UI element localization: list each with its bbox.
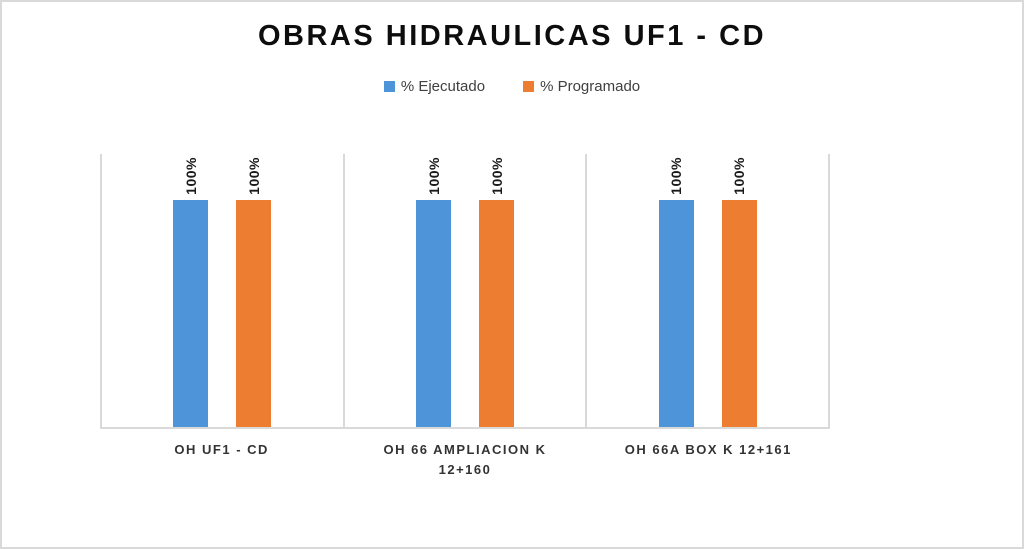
legend-item-1[interactable]: % Programado [523, 78, 640, 95]
category-slot-2: 100% 100% [587, 154, 831, 427]
category-slot-1: 100% 100% [345, 154, 588, 427]
bar-series-0[interactable] [416, 199, 451, 427]
bar-series-1[interactable] [236, 199, 272, 427]
bar-group: 100% 100% [587, 154, 828, 427]
category-label-2: OH 66A BOX K 12+161 [624, 442, 792, 457]
bar-wrap: 100% [721, 154, 757, 427]
bar-wrap: 100% [236, 154, 272, 427]
bar-wrap: 100% [416, 154, 451, 427]
bar-series-1[interactable] [479, 199, 514, 427]
category-label-1: OH 66 AMPLIACION K 12+160 [383, 442, 547, 477]
bar-data-label: 100% [245, 156, 262, 195]
legend-swatch-icon [383, 81, 395, 92]
bar-data-label: 100% [731, 156, 748, 195]
bar-group: 100% 100% [345, 154, 586, 427]
bar-group: 100% 100% [102, 154, 343, 427]
bar-data-label: 100% [488, 156, 505, 195]
chart-title: OBRAS HIDRAULICAS UF1 - CD [257, 20, 767, 52]
legend-label: % Ejecutado [400, 78, 486, 95]
plot-area: 100% 100% 100% 100% 100% 100% [100, 154, 831, 429]
bar-wrap: 100% [479, 154, 514, 427]
bar-series-0[interactable] [658, 199, 694, 427]
legend-label: % Programado [540, 78, 641, 95]
bar-series-1[interactable] [721, 199, 757, 427]
bar-series-0[interactable] [173, 199, 209, 427]
bar-wrap: 100% [658, 154, 694, 427]
legend-swatch-icon [523, 81, 535, 92]
category-slot-0: 100% 100% [102, 154, 345, 427]
bar-data-label: 100% [182, 156, 199, 195]
legend-item-0[interactable]: % Ejecutado [383, 78, 486, 95]
category-labels: OH UF1 - CD OH 66 AMPLIACION K 12+160 OH 6… [100, 440, 830, 480]
category-label-0: OH UF1 - CD [174, 442, 269, 457]
bar-data-label: 100% [668, 156, 685, 195]
bar-wrap: 100% [173, 154, 209, 427]
bar-data-label: 100% [425, 156, 442, 195]
legend: % Ejecutado % Programado [2, 78, 1022, 95]
